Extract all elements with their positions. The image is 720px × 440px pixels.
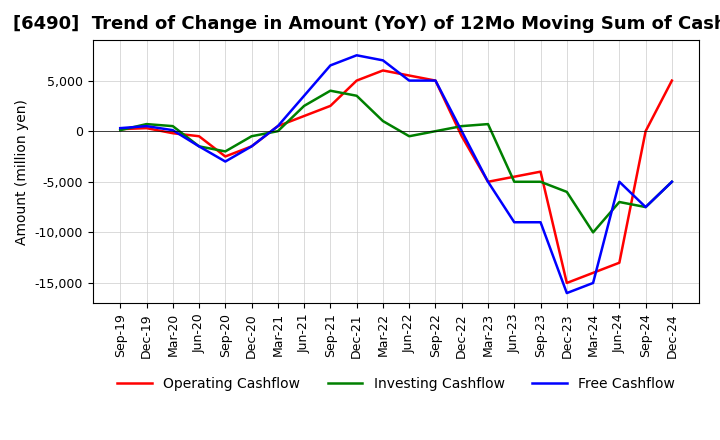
- Investing Cashflow: [615, 199, 624, 205]
- Operating Cashflow: [116, 127, 125, 132]
- Free Cashflow: [484, 179, 492, 184]
- Free Cashflow: [536, 220, 545, 225]
- Free Cashflow: [352, 53, 361, 58]
- Investing Cashflow: [168, 124, 177, 129]
- Investing Cashflow: [274, 128, 282, 134]
- Operating Cashflow: [168, 131, 177, 136]
- Y-axis label: Amount (million yen): Amount (million yen): [15, 99, 29, 245]
- Operating Cashflow: [589, 270, 598, 275]
- Investing Cashflow: [379, 118, 387, 124]
- Investing Cashflow: [562, 189, 571, 194]
- Free Cashflow: [667, 179, 676, 184]
- Operating Cashflow: [562, 280, 571, 286]
- Operating Cashflow: [247, 144, 256, 149]
- Investing Cashflow: [326, 88, 335, 93]
- Operating Cashflow: [484, 179, 492, 184]
- Operating Cashflow: [300, 114, 308, 119]
- Investing Cashflow: [194, 144, 203, 149]
- Operating Cashflow: [536, 169, 545, 174]
- Free Cashflow: [168, 128, 177, 133]
- Investing Cashflow: [431, 128, 440, 134]
- Operating Cashflow: [510, 174, 518, 180]
- Free Cashflow: [405, 78, 413, 83]
- Investing Cashflow: [221, 149, 230, 154]
- Investing Cashflow: [352, 93, 361, 99]
- Investing Cashflow: [484, 121, 492, 127]
- Investing Cashflow: [642, 205, 650, 210]
- Operating Cashflow: [457, 134, 466, 139]
- Operating Cashflow: [194, 134, 203, 139]
- Operating Cashflow: [326, 103, 335, 109]
- Operating Cashflow: [642, 128, 650, 134]
- Free Cashflow: [615, 179, 624, 184]
- Free Cashflow: [642, 205, 650, 210]
- Operating Cashflow: [615, 260, 624, 265]
- Investing Cashflow: [247, 134, 256, 139]
- Legend: Operating Cashflow, Investing Cashflow, Free Cashflow: Operating Cashflow, Investing Cashflow, …: [112, 371, 680, 396]
- Investing Cashflow: [300, 103, 308, 109]
- Free Cashflow: [194, 144, 203, 149]
- Line: Investing Cashflow: Investing Cashflow: [120, 91, 672, 232]
- Line: Free Cashflow: Free Cashflow: [120, 55, 672, 293]
- Investing Cashflow: [667, 179, 676, 184]
- Free Cashflow: [589, 280, 598, 286]
- Line: Operating Cashflow: Operating Cashflow: [120, 70, 672, 283]
- Operating Cashflow: [379, 68, 387, 73]
- Free Cashflow: [221, 159, 230, 164]
- Investing Cashflow: [116, 128, 125, 133]
- Title: [6490]  Trend of Change in Amount (YoY) of 12Mo Moving Sum of Cashflows: [6490] Trend of Change in Amount (YoY) o…: [12, 15, 720, 33]
- Operating Cashflow: [221, 154, 230, 159]
- Operating Cashflow: [431, 78, 440, 83]
- Investing Cashflow: [142, 121, 150, 127]
- Free Cashflow: [142, 124, 150, 129]
- Free Cashflow: [300, 93, 308, 99]
- Free Cashflow: [274, 124, 282, 129]
- Free Cashflow: [457, 128, 466, 134]
- Investing Cashflow: [589, 230, 598, 235]
- Free Cashflow: [326, 63, 335, 68]
- Free Cashflow: [431, 78, 440, 83]
- Operating Cashflow: [274, 124, 282, 129]
- Free Cashflow: [379, 58, 387, 63]
- Operating Cashflow: [142, 125, 150, 131]
- Free Cashflow: [116, 125, 125, 131]
- Investing Cashflow: [457, 124, 466, 129]
- Investing Cashflow: [536, 179, 545, 184]
- Free Cashflow: [510, 220, 518, 225]
- Operating Cashflow: [667, 78, 676, 83]
- Operating Cashflow: [352, 78, 361, 83]
- Free Cashflow: [247, 144, 256, 149]
- Free Cashflow: [562, 290, 571, 296]
- Investing Cashflow: [510, 179, 518, 184]
- Operating Cashflow: [405, 73, 413, 78]
- Investing Cashflow: [405, 134, 413, 139]
